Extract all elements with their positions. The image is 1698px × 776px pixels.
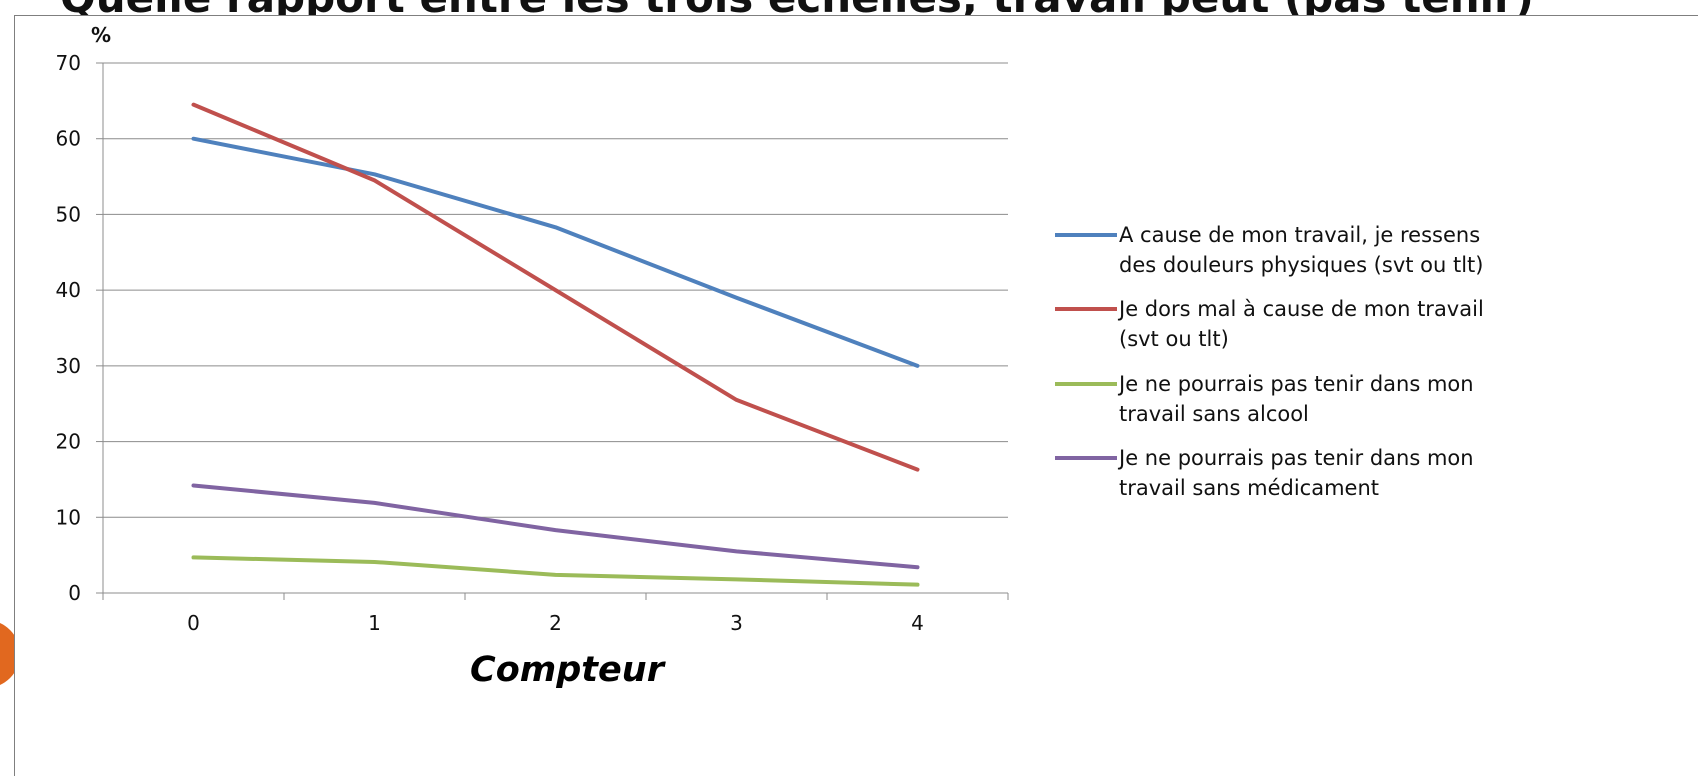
legend: A cause de mon travail, je ressens des do… <box>1055 223 1484 500</box>
series-lines <box>191 102 920 587</box>
x-tick-label: 3 <box>730 611 743 635</box>
y-tick-label: 50 <box>56 202 81 226</box>
x-tick-label: 1 <box>368 611 381 635</box>
legend-entry-line: Je dors mal à cause de mon travail <box>1117 297 1484 321</box>
y-tick-label: 0 <box>68 581 81 605</box>
legend-entry-line: (svt ou tlt) <box>1119 327 1229 351</box>
axes <box>96 62 1009 600</box>
legend-entry-1: A cause de mon travail, je ressens des do… <box>1119 223 1484 277</box>
series-line-3 <box>191 555 920 587</box>
y-tick-label: 40 <box>56 278 81 302</box>
series-line-1 <box>191 136 920 368</box>
chart-frame: 0 10 20 30 40 50 60 70 0 1 2 3 4 % Compteur A cause… <box>14 15 1698 776</box>
y-tick-label: 20 <box>56 430 81 454</box>
legend-entry-line: des douleurs physiques (svt ou tlt) <box>1119 253 1484 277</box>
legend-entry-line: A cause de mon travail, je ressens <box>1119 223 1480 247</box>
grid-lines <box>103 62 1008 518</box>
line-chart: 0 10 20 30 40 50 60 70 0 1 2 3 4 % Compteur A cause… <box>56 23 1484 690</box>
y-tick-label: 70 <box>56 51 81 75</box>
y-axis-unit: % <box>91 23 111 47</box>
x-axis-label: Compteur <box>470 650 667 690</box>
series-line-4 <box>191 483 920 570</box>
y-tick-label: 10 <box>56 505 81 529</box>
x-tick-label: 0 <box>187 611 200 635</box>
x-tick-label: 2 <box>549 611 562 635</box>
legend-entry-4: Je ne pourrais pas tenir dans mon travail… <box>1117 446 1474 500</box>
y-tick-label: 60 <box>56 127 81 151</box>
y-tick-label: 30 <box>56 354 81 378</box>
y-tick-labels: 0 10 20 30 40 50 60 70 <box>56 51 81 605</box>
legend-entry-line: Je ne pourrais pas tenir dans mon <box>1117 372 1474 396</box>
series-line-2 <box>191 102 920 472</box>
legend-entry-3: Je ne pourrais pas tenir dans mon travail… <box>1117 372 1474 426</box>
x-tick-label: 4 <box>911 611 924 635</box>
legend-entry-2: Je dors mal à cause de mon travail (svt o… <box>1117 297 1484 351</box>
legend-entry-line: Je ne pourrais pas tenir dans mon <box>1117 446 1474 470</box>
page-title: Quelle rapport entre les trois échelles,… <box>60 0 1698 18</box>
x-tick-labels: 0 1 2 3 4 <box>187 611 924 635</box>
legend-entry-line: travail sans alcool <box>1119 402 1309 426</box>
legend-entry-line: travail sans médicament <box>1119 476 1379 500</box>
